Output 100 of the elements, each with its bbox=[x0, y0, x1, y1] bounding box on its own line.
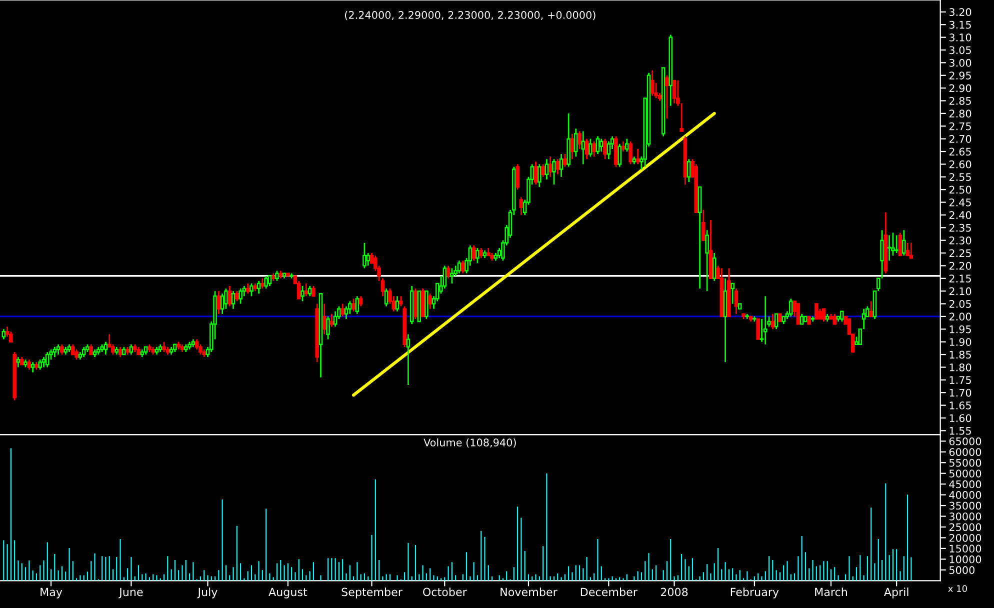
candlestick bbox=[618, 143, 622, 168]
y-tick-label: 3.05 bbox=[949, 46, 971, 54]
candlestick bbox=[330, 313, 334, 328]
y-tick-label: 1.75 bbox=[950, 376, 971, 384]
candlestick bbox=[894, 234, 898, 254]
y-tick-label: 25000 bbox=[949, 523, 982, 532]
y-tick-label: 2.80 bbox=[949, 110, 972, 118]
y-tick-label: 2.50 bbox=[949, 186, 972, 194]
candlestick bbox=[399, 295, 403, 308]
candlestick bbox=[574, 128, 578, 158]
candlestick bbox=[74, 348, 78, 360]
candlestick bbox=[705, 229, 709, 292]
y-tick-label: 2.30 bbox=[949, 236, 972, 244]
candlestick bbox=[891, 232, 895, 256]
x-tick-label: 2008 bbox=[660, 588, 688, 596]
candlestick bbox=[406, 334, 410, 386]
candlestick bbox=[832, 313, 837, 325]
y-tick-label: 1.95 bbox=[950, 325, 971, 334]
candlestick bbox=[563, 153, 567, 168]
candlestick bbox=[2, 328, 6, 340]
candlestick bbox=[238, 288, 242, 304]
candlestick bbox=[220, 292, 224, 315]
candlestick bbox=[730, 282, 734, 304]
candlestick bbox=[228, 285, 232, 308]
y-tick-label: 2.10 bbox=[949, 287, 972, 296]
candlestick bbox=[476, 247, 480, 264]
y-tick-label: 1.55 bbox=[950, 427, 971, 435]
candlestick bbox=[822, 308, 826, 322]
candlestick bbox=[89, 344, 94, 356]
candlestick bbox=[902, 229, 906, 256]
candlestick bbox=[650, 70, 654, 96]
y-tick-label: 2.65 bbox=[949, 148, 971, 156]
candlestick bbox=[216, 290, 221, 315]
candlestick bbox=[198, 344, 202, 356]
candlestick bbox=[541, 164, 545, 178]
y-tick-label: 55000 bbox=[949, 458, 982, 467]
candlestick bbox=[104, 341, 108, 356]
candlestick bbox=[194, 338, 199, 350]
y-tick-label: 1.90 bbox=[950, 338, 972, 346]
candlestick bbox=[42, 356, 46, 368]
candlestick bbox=[596, 136, 600, 155]
y-tick-label: 2.05 bbox=[949, 300, 971, 308]
candlestick bbox=[30, 361, 35, 373]
candlestick bbox=[268, 275, 272, 287]
y-tick-label: 2.75 bbox=[949, 122, 971, 130]
candlestick bbox=[45, 351, 50, 368]
candlestick bbox=[38, 358, 42, 370]
candlestick bbox=[686, 158, 691, 183]
y-tick-label: 2.55 bbox=[949, 173, 971, 181]
candlestick bbox=[814, 303, 818, 320]
candlestick bbox=[358, 295, 363, 308]
y-tick-label: 2.20 bbox=[949, 262, 972, 270]
candlestick bbox=[800, 313, 804, 325]
candlestick bbox=[624, 138, 629, 152]
y-tick-label: 2.90 bbox=[949, 84, 972, 92]
y-tick-label: 30000 bbox=[949, 512, 982, 520]
candlestick bbox=[702, 209, 706, 242]
candlestick bbox=[588, 138, 592, 158]
y-tick-label: 35000 bbox=[949, 502, 982, 510]
candlestick bbox=[231, 290, 236, 310]
candlestick bbox=[333, 310, 338, 328]
candlestick bbox=[326, 316, 330, 340]
x-tick-label: December bbox=[580, 588, 638, 596]
x-tick-label: April bbox=[884, 588, 908, 598]
candlestick bbox=[519, 196, 524, 216]
candlestick bbox=[129, 344, 134, 356]
candlestick bbox=[457, 260, 462, 274]
candlestick bbox=[308, 285, 312, 297]
candlestick bbox=[869, 300, 873, 318]
candlestick bbox=[770, 313, 775, 330]
candlestick bbox=[606, 140, 611, 160]
candlestick bbox=[162, 341, 166, 353]
y-tick-label: 65000 bbox=[949, 437, 982, 446]
candlestick bbox=[538, 164, 542, 188]
candlestick bbox=[712, 252, 716, 282]
candlestick bbox=[340, 303, 344, 318]
y-tick-label: 2.70 bbox=[949, 135, 972, 143]
candlestick bbox=[460, 260, 465, 274]
candlestick bbox=[355, 295, 360, 315]
candlestick bbox=[534, 160, 538, 186]
y-tick-label: 2.25 bbox=[949, 249, 971, 258]
x-tick-label: March bbox=[815, 588, 847, 596]
candlestick bbox=[556, 158, 560, 176]
candlestick bbox=[516, 164, 520, 190]
candlestick bbox=[224, 288, 228, 310]
chart-title: Volume (108,940) bbox=[424, 438, 516, 448]
candlestick bbox=[887, 234, 892, 262]
candlestick bbox=[256, 280, 261, 294]
candlestick bbox=[111, 344, 115, 356]
y-tick-label: 40000 bbox=[949, 491, 982, 499]
candlestick bbox=[665, 74, 669, 120]
candlestick bbox=[599, 138, 604, 152]
y-tick-label: 2.35 bbox=[949, 224, 971, 232]
candlestick bbox=[909, 242, 914, 259]
candlestick bbox=[788, 298, 793, 318]
y-tick-label: 2.85 bbox=[949, 96, 971, 105]
candlestick bbox=[603, 138, 607, 160]
candlestick bbox=[544, 158, 549, 180]
candlestick bbox=[395, 295, 400, 312]
y-tick-label: 2.15 bbox=[949, 274, 971, 282]
